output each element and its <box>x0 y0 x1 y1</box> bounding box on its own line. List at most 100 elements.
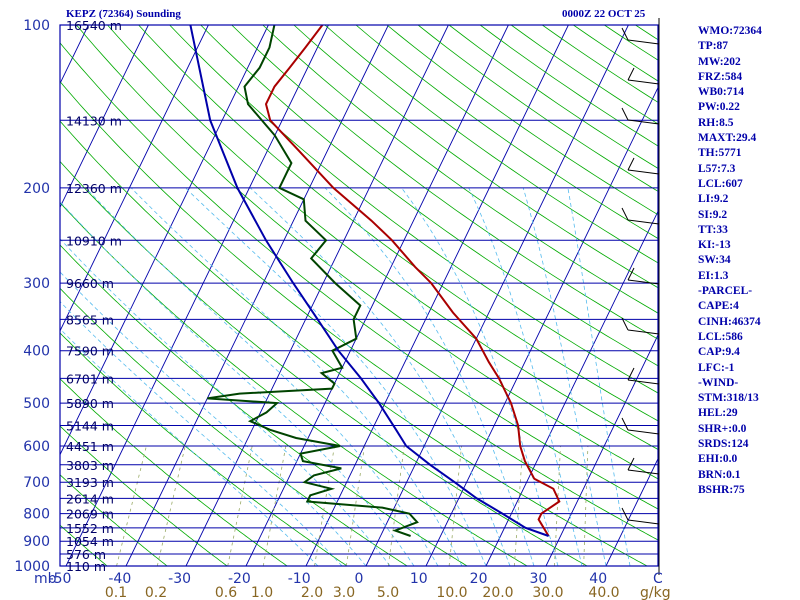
index-item: -WIND- <box>698 376 739 389</box>
index-item: WMO:72364 <box>698 25 762 37</box>
index-item: CINH:46374 <box>698 315 761 328</box>
index-item: EI:1.3 <box>698 269 729 282</box>
height-label: 5144 m <box>66 419 114 434</box>
dry-adiabat-line <box>200 25 658 367</box>
moist-adiabat-line <box>324 187 535 566</box>
temperature-tick-label: 20 <box>470 571 488 587</box>
mixing-ratio-line <box>227 445 253 566</box>
wind-barb-flag <box>627 157 635 171</box>
index-item: L57:7.3 <box>698 162 736 175</box>
index-item: KI:-13 <box>698 239 731 252</box>
index-item: RH:8.5 <box>698 116 734 129</box>
pressure-tick-label: 300 <box>23 276 50 292</box>
temperature-tick-label: -50 <box>49 571 72 587</box>
temperature-tick-label: -30 <box>168 571 191 587</box>
moist-adiabat-line <box>60 301 343 566</box>
index-item: WB0:714 <box>698 86 744 99</box>
wind-barb <box>627 329 660 335</box>
mixing-ratio-label: 0.2 <box>145 585 167 600</box>
height-label: 1054 m <box>66 534 114 549</box>
wind-barb <box>627 469 660 475</box>
index-item: CAP:9.4 <box>698 346 740 359</box>
isotherm-line <box>125 25 389 566</box>
isotherm-line <box>425 86 658 566</box>
index-item: EHI:0.0 <box>698 453 738 466</box>
index-item: HEL:29 <box>698 407 738 420</box>
index-item: LI:9.2 <box>698 193 729 206</box>
dry-adiabat-line <box>60 332 348 566</box>
temperature-unit-label: C <box>653 571 663 587</box>
height-label: 9660 m <box>66 276 114 291</box>
mixing-ratio-label: 3.0 <box>333 585 355 600</box>
dry-adiabat-line <box>60 474 168 566</box>
indices-panel: WMO:72364 TP:87 MW:202 FRZ:584 WB0:714 PW:0.2… <box>698 24 798 498</box>
parcel-line <box>189 25 549 537</box>
height-label: 5890 m <box>66 396 114 411</box>
mixing-ratio-line <box>156 445 186 566</box>
height-label: 4451 m <box>66 439 114 454</box>
isotherm-line <box>245 25 509 566</box>
mixing-ratio-label: 0.1 <box>105 585 127 600</box>
pressure-tick-label: 900 <box>23 534 50 550</box>
index-item: PW:0.22 <box>698 101 740 114</box>
wind-barb-flag <box>621 207 629 221</box>
wind-barb-flag <box>621 317 629 331</box>
pressure-tick-label: 600 <box>23 439 50 455</box>
dewpoint-line <box>207 25 419 537</box>
dry-adiabat-line <box>60 378 288 566</box>
wind-barb <box>627 39 660 45</box>
dry-adiabat-line <box>60 120 648 566</box>
mixing-ratio-line <box>513 445 524 566</box>
dry-adiabat-line <box>60 524 108 566</box>
moist-adiabat-line <box>250 187 511 566</box>
plot-frame <box>59 24 659 567</box>
dry-adiabat-line <box>60 80 658 541</box>
temperature-tick-label: 10 <box>410 571 428 587</box>
mixing-ratio-line <box>554 445 561 566</box>
index-item: LCL:586 <box>698 330 743 343</box>
temperature-tick-label: 0 <box>355 571 364 587</box>
mixing-ratio-line <box>116 445 147 566</box>
height-label: 12360 m <box>66 181 122 196</box>
mixing-ratio-line <box>448 445 462 566</box>
pressure-tick-label: 800 <box>23 507 50 523</box>
mixing-ratio-label: 5.0 <box>377 585 399 600</box>
index-item: FRZ:584 <box>698 70 743 83</box>
index-item: BSHR:75 <box>698 483 745 496</box>
height-label: 3193 m <box>66 475 114 490</box>
isotherm-line <box>60 25 269 456</box>
index-item: SRDS:124 <box>698 438 749 451</box>
wind-barb-flag <box>627 267 635 281</box>
pressure-tick-label: 500 <box>23 396 50 412</box>
index-item: SI:9.2 <box>698 208 728 221</box>
pressure-tick-label: 700 <box>23 475 50 491</box>
height-label: 576 m <box>66 547 106 562</box>
dry-adiabat-line <box>60 160 588 566</box>
temperature-tick-label: 30 <box>529 571 547 587</box>
pressure-tick-label: 100 <box>23 18 50 34</box>
wind-barb <box>627 279 660 285</box>
pressure-unit-label: mb <box>34 571 57 587</box>
dry-adiabat-line <box>60 244 468 566</box>
temperature-tick-label: -10 <box>288 571 311 587</box>
wind-barb <box>627 519 660 525</box>
wind-barb <box>627 219 660 225</box>
isotherm-line <box>60 25 209 332</box>
index-item: TT:33 <box>698 223 728 236</box>
station-title: KEPZ (72364) Sounding <box>66 8 181 20</box>
dry-adiabat-line <box>169 25 658 394</box>
pressure-tick-label: 200 <box>23 181 50 197</box>
index-item: STM:318/13 <box>698 392 759 405</box>
mixing-ratio-label: 30.0 <box>532 585 563 600</box>
pressure-tick-label: 400 <box>23 344 50 360</box>
dry-adiabat-line <box>75 25 658 480</box>
wind-barb <box>627 169 660 175</box>
wind-barb-flag <box>627 367 635 381</box>
mixing-ratio-unit-label: g/kg <box>640 585 671 600</box>
dry-adiabat-line <box>138 25 658 422</box>
wind-barb-flag <box>621 107 629 121</box>
sounding-time: 0000Z 22 OCT 25 <box>562 8 646 20</box>
index-item: CAPE:4 <box>698 300 739 313</box>
index-item: TP:87 <box>698 40 729 53</box>
